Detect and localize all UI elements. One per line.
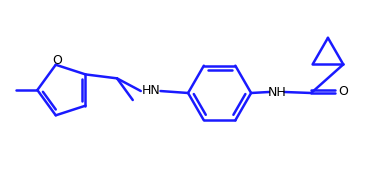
Text: NH: NH [267,85,286,98]
Text: O: O [52,54,62,67]
Text: HN: HN [141,84,160,97]
Text: O: O [338,85,348,97]
